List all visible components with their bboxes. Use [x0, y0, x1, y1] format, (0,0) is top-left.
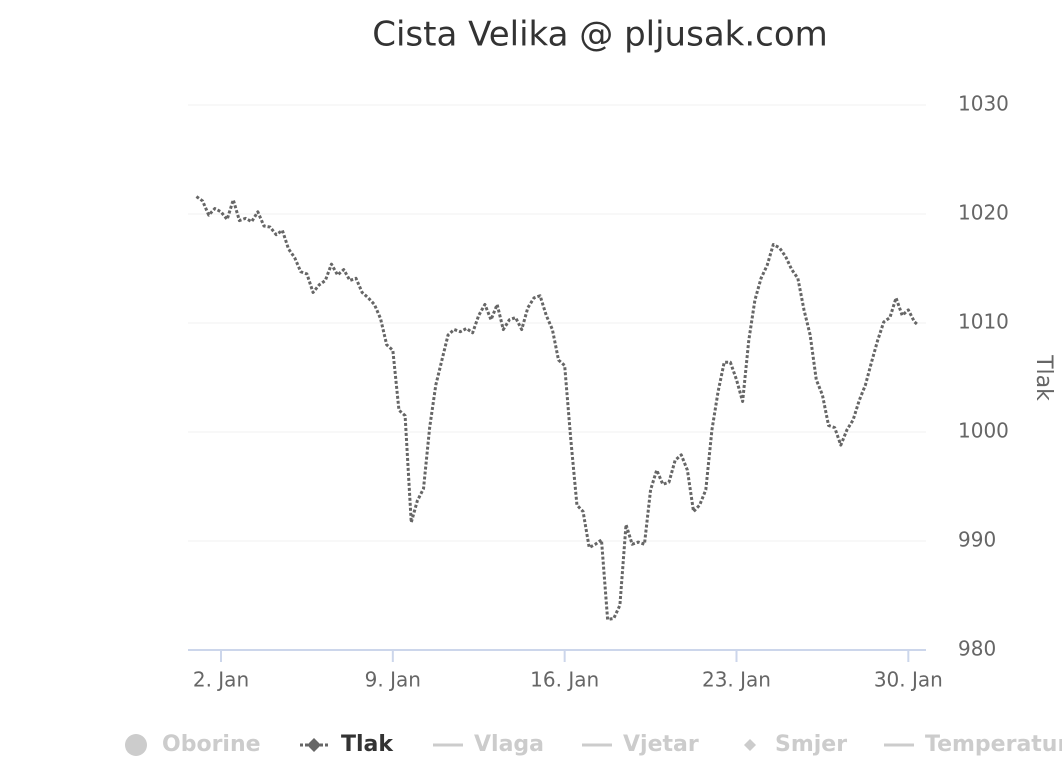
legend-label: Oborine	[162, 732, 261, 757]
legend-label: Smjer	[775, 732, 847, 757]
legend-item[interactable]: Vjetar	[582, 732, 699, 757]
chart-title: Cista Velika @ pljusak.com	[372, 15, 828, 55]
x-tick-label: 23. Jan	[702, 668, 771, 692]
legend-label: Temperatura	[925, 732, 1062, 757]
x-tick-label: 30. Jan	[874, 668, 943, 692]
legend-item[interactable]: Temperatura	[884, 732, 1062, 757]
legend-label: Vjetar	[623, 732, 699, 757]
x-tick-label: 16. Jan	[530, 668, 599, 692]
y-tick-label: 1030	[958, 92, 1009, 116]
legend-item[interactable]: Tlak	[300, 732, 394, 757]
legend-symbol	[125, 734, 147, 756]
y-tick-label: 990	[958, 528, 996, 552]
x-tick-label: 2. Jan	[193, 668, 249, 692]
y-tick-label: 1010	[958, 310, 1009, 334]
y-tick-label: 1000	[958, 419, 1009, 443]
x-tick-label: 9. Jan	[365, 668, 421, 692]
legend-symbol	[744, 739, 756, 751]
legend-item[interactable]: Oborine	[125, 732, 261, 757]
legend-item[interactable]: Vlaga	[433, 732, 544, 757]
y-tick-label: 1020	[958, 201, 1009, 225]
legend-item[interactable]: Smjer	[744, 732, 847, 757]
legend-label: Vlaga	[474, 732, 544, 757]
y-tick-label: 980	[958, 637, 996, 661]
legend-symbol	[307, 738, 321, 752]
y-axis-title: Tlak	[1031, 354, 1056, 401]
legend-label: Tlak	[341, 732, 394, 757]
series-line	[195, 195, 920, 621]
